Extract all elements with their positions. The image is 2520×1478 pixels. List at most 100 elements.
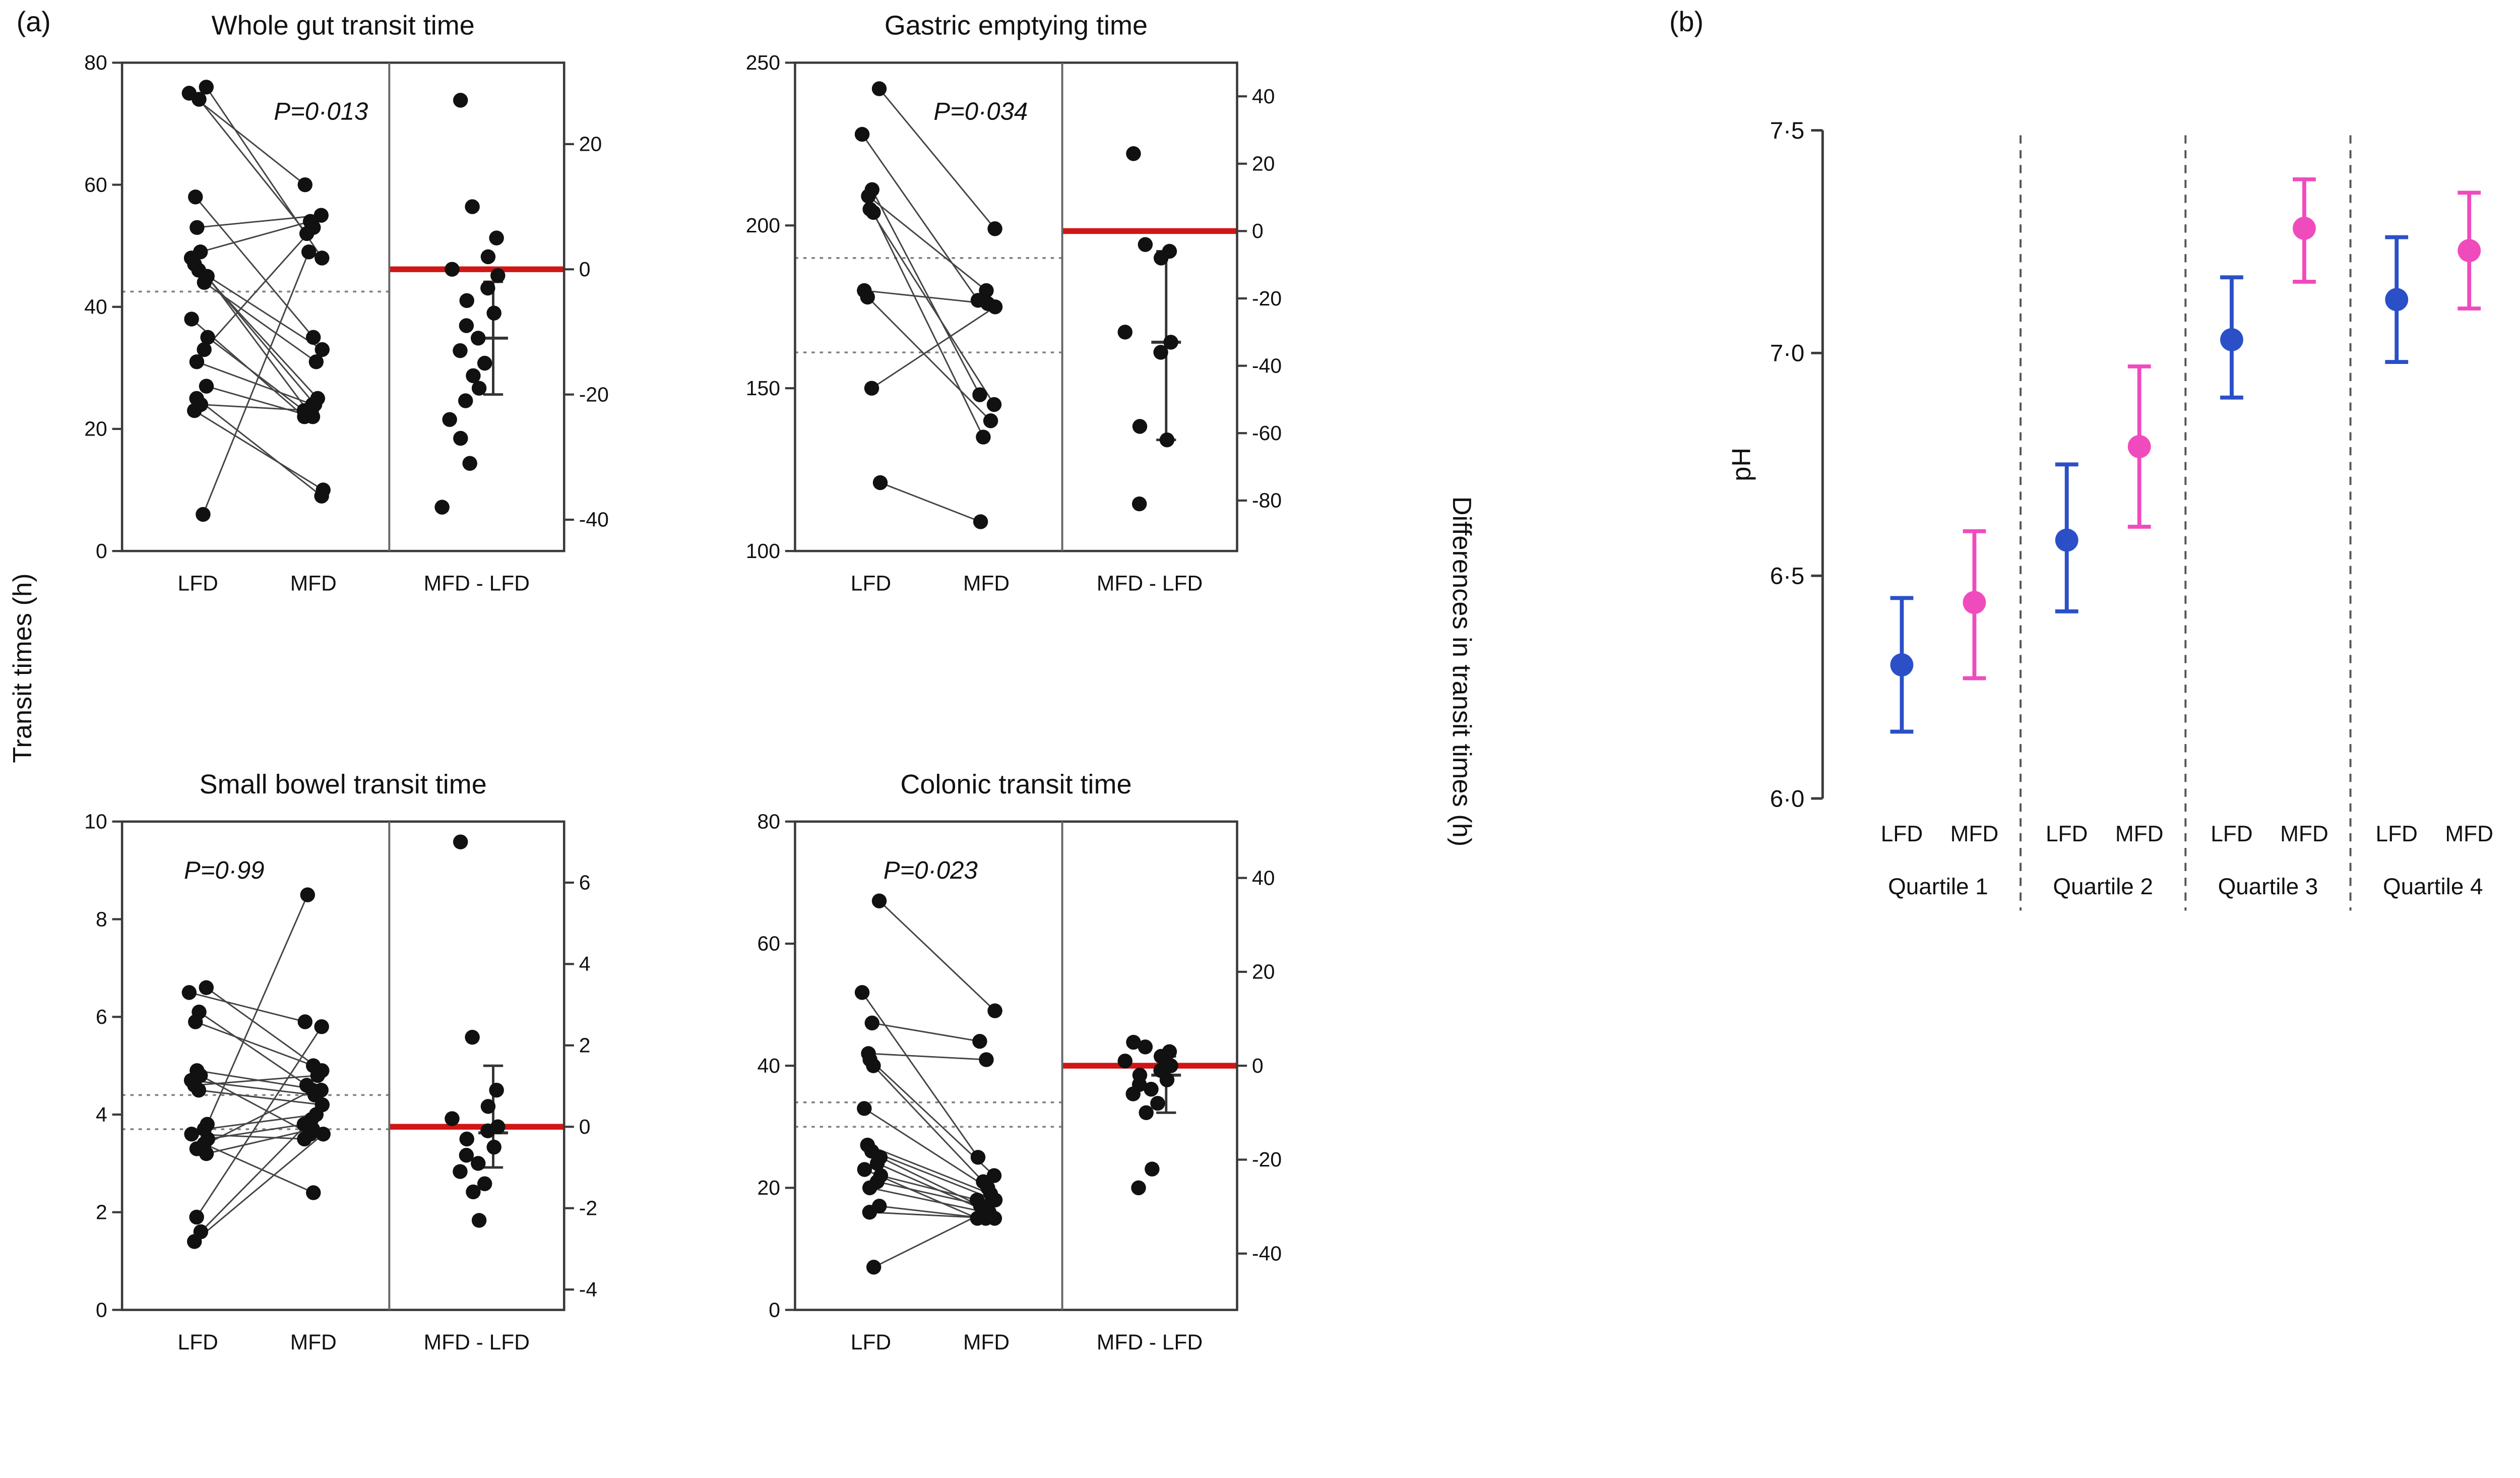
svg-text:-40: -40 [579,508,609,531]
plot-frame [120,820,565,1311]
whole-gut-plot: 0 20 40 60 80 20 0 -20 -40 P=0·013 LFD MFD MFD - LFD [84,51,609,596]
transit-times-axis-label: Transit times (h) [10,573,38,763]
ph-y-ticks: 6·0 6·5 7·0 7·5 [1770,117,1823,812]
svg-text:0: 0 [96,539,107,563]
pair-lines [188,894,324,1243]
ph-point-mfd [1963,591,1986,614]
svg-text:-40: -40 [1252,1242,1282,1265]
svg-text:0: 0 [769,1298,780,1321]
svg-text:-4: -4 [579,1278,597,1301]
x-category-labels: LFD MFD MFD - LFD [178,1330,530,1354]
left-axis-ticks: 0 2 4 6 8 10 [84,810,122,1321]
plot-frame [120,61,565,552]
svg-text:40: 40 [758,1054,780,1077]
svg-text:0: 0 [579,258,591,281]
svg-text:LFD: LFD [851,572,891,596]
svg-text:20: 20 [84,417,107,441]
svg-text:LFD: LFD [2376,822,2418,846]
difference-points [445,834,506,1228]
quartile-group: LFD MFD Quartile 1 [1881,529,1999,899]
paired-points [181,80,331,522]
p-value: P=0·99 [184,857,265,884]
svg-text:0: 0 [1252,219,1264,242]
dotted-reference-lines [795,257,1062,353]
svg-text:7·0: 7·0 [1770,340,1805,367]
ph-axis-label: pH [1727,448,1756,481]
svg-text:6·5: 6·5 [1770,563,1805,590]
svg-text:80: 80 [84,51,107,74]
colonic-transit-chart-title: Colonic transit time [900,770,1132,800]
quartile-separators [2020,135,2352,911]
left-axis-ticks: 0 20 40 60 80 [84,51,122,563]
ph-point-lfd [2055,528,2078,552]
svg-text:6·0: 6·0 [1770,785,1805,812]
panel-b-label: (b) [1669,7,1704,38]
svg-text:0: 0 [579,1115,591,1138]
p-value: P=0·034 [933,98,1028,126]
quartile-label: Quartile 4 [2383,874,2483,899]
x-category-labels: LFD MFD MFD - LFD [851,572,1203,596]
x-category-labels: LFD MFD MFD - LFD [178,572,530,596]
difference-points [1117,1034,1178,1196]
ph-point-mfd [2127,435,2151,458]
ph-point-lfd [2220,328,2243,351]
svg-text:MFD: MFD [963,572,1010,596]
svg-text:20: 20 [758,1176,780,1199]
quartile-group: LFD MFD Quartile 3 [2211,177,2328,899]
svg-text:150: 150 [746,377,780,400]
right-axis-ticks: 40 20 0 -20 -40 -60 -80 [1237,85,1282,512]
gastric-emptying-chart: Gastric emptying time 100 150 200 250 40 20 0-… [736,7,1349,617]
svg-text:40: 40 [1252,866,1275,889]
differences-axis-label: Differences in transit times (h) [1446,496,1475,847]
svg-text:40: 40 [1252,85,1275,108]
pair-lines [188,86,324,515]
svg-text:MFD: MFD [2280,822,2328,846]
paired-points [854,81,1003,529]
plot-frame [794,61,1238,552]
right-axis-ticks: 6 4 2 0 -2 -4 [564,871,597,1301]
ph-point-mfd [2293,217,2316,240]
svg-text:-80: -80 [1252,489,1282,512]
svg-text:2: 2 [579,1034,591,1057]
svg-text:-60: -60 [1252,421,1282,445]
ph-quartile-plot: 6·0 6·5 7·0 7·5 pH LFD MFD Quartile 1 LFD MFD Quar… [1727,117,2493,911]
svg-text:LFD: LFD [2046,822,2088,846]
svg-text:0: 0 [96,1298,107,1321]
pair-lines [861,88,996,523]
svg-text:20: 20 [579,133,602,156]
ph-point-lfd [1890,653,1914,676]
svg-text:8: 8 [96,907,107,931]
svg-text:MFD: MFD [963,1330,1010,1354]
svg-text:LFD: LFD [2211,822,2252,846]
svg-text:MFD: MFD [290,1330,337,1354]
left-axis-ticks: 0 20 40 60 80 [758,810,795,1321]
small-bowel-chart: Small bowel transit time 0 2 4 6 8 10 6 4 2 0 -2 -4… [62,766,676,1376]
quartile-group: LFD MFD Quartile 2 [2046,364,2164,899]
svg-text:2: 2 [96,1201,107,1224]
colonic-transit-chart: Colonic transit time 0 20 40 60 80 40 20 0 -20 -4… [736,766,1349,1376]
whole-gut-chart-title: Whole gut transit time [211,11,475,41]
svg-text:MFD: MFD [1950,822,1999,846]
svg-text:-20: -20 [579,383,609,406]
svg-text:LFD: LFD [851,1330,891,1354]
difference-points [1117,146,1178,512]
pair-lines [861,900,996,1268]
plot-frame [794,820,1238,1311]
svg-text:LFD: LFD [1881,822,1923,846]
quartile-label: Quartile 1 [1888,874,1988,899]
svg-text:MFD - LFD: MFD - LFD [1097,1330,1203,1354]
gastric-emptying-chart-title: Gastric emptying time [884,11,1148,41]
right-axis-ticks: 40 20 0 -20 -40 [1237,866,1282,1265]
svg-text:7·5: 7·5 [1770,117,1805,144]
svg-text:100: 100 [746,539,780,563]
right-axis-ticks: 20 0 -20 -40 [564,133,609,531]
dotted-reference-lines [795,1101,1062,1128]
dotted-reference-lines [122,1094,390,1130]
svg-text:-20: -20 [1252,1148,1282,1171]
svg-text:4: 4 [579,952,591,975]
svg-text:10: 10 [84,810,107,833]
svg-text:80: 80 [758,810,780,833]
small-bowel-chart-title: Small bowel transit time [199,770,487,800]
